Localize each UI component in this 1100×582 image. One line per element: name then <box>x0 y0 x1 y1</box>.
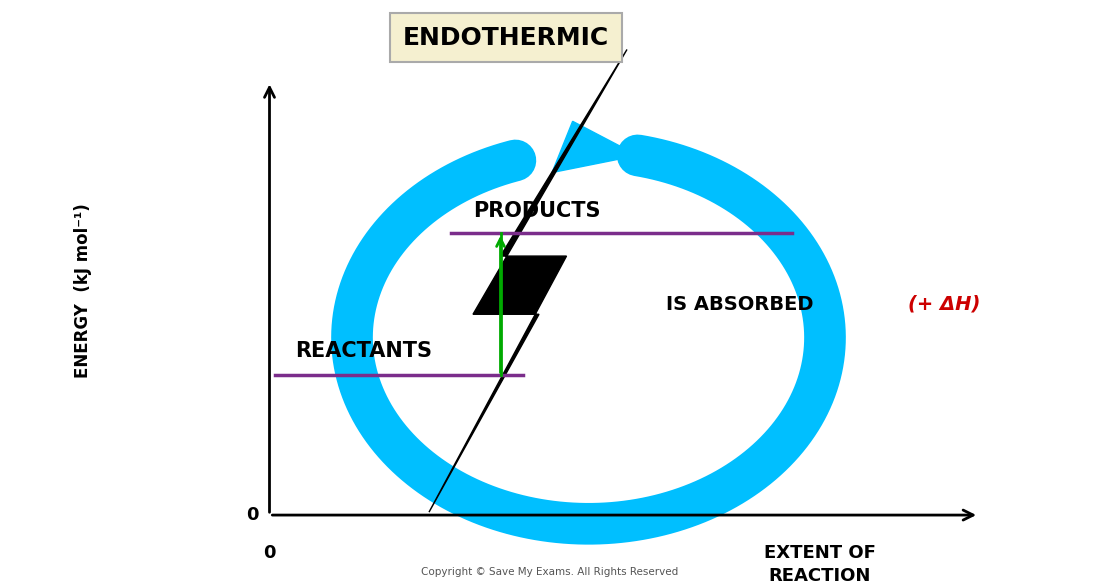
Text: ENERGY  (kJ mol⁻¹): ENERGY (kJ mol⁻¹) <box>74 204 91 378</box>
Polygon shape <box>552 121 638 172</box>
Text: (+ ΔH): (+ ΔH) <box>908 294 980 314</box>
Text: ENDOTHERMIC: ENDOTHERMIC <box>403 26 609 50</box>
Text: 0: 0 <box>263 544 276 562</box>
Text: 0: 0 <box>246 506 258 524</box>
Text: IS ABSORBED: IS ABSORBED <box>666 294 813 314</box>
Polygon shape <box>429 49 627 512</box>
Text: REACTION: REACTION <box>768 567 871 582</box>
Text: PRODUCTS: PRODUCTS <box>473 201 601 221</box>
Text: REACTANTS: REACTANTS <box>295 341 432 361</box>
Text: EXTENT OF: EXTENT OF <box>763 544 876 562</box>
Text: Copyright © Save My Exams. All Rights Reserved: Copyright © Save My Exams. All Rights Re… <box>421 567 679 577</box>
